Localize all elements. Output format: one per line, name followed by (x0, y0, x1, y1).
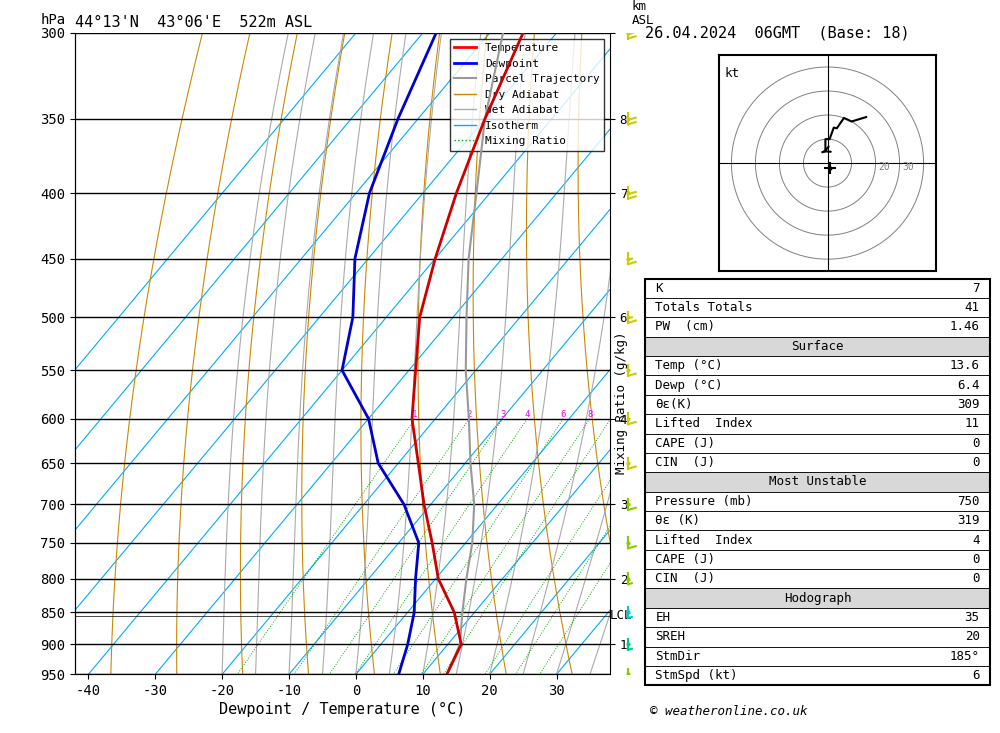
Text: LCL: LCL (610, 609, 633, 622)
Text: 4: 4 (972, 534, 980, 547)
Bar (645, 511, 990, 531)
Bar (645, 492, 990, 511)
Bar (645, 531, 990, 550)
Text: 6: 6 (561, 410, 566, 419)
Text: 6.4: 6.4 (957, 378, 980, 391)
Text: Pressure (mb): Pressure (mb) (655, 495, 753, 508)
Text: StmDir: StmDir (655, 649, 700, 663)
Text: 11: 11 (965, 417, 980, 430)
Text: 35: 35 (965, 611, 980, 624)
Bar (645, 298, 990, 317)
Legend: Temperature, Dewpoint, Parcel Trajectory, Dry Adiabat, Wet Adiabat, Isotherm, Mi: Temperature, Dewpoint, Parcel Trajectory… (450, 39, 604, 151)
Text: 4: 4 (525, 410, 530, 419)
Text: 0: 0 (972, 437, 980, 450)
Bar (645, 395, 990, 414)
Text: CIN  (J): CIN (J) (655, 572, 715, 586)
Text: Lifted  Index: Lifted Index (655, 417, 753, 430)
Bar (645, 336, 990, 356)
Bar (645, 279, 990, 298)
Bar (645, 375, 990, 395)
Text: 8: 8 (587, 410, 592, 419)
Text: Dewp (°C): Dewp (°C) (655, 378, 723, 391)
Text: 3: 3 (500, 410, 505, 419)
Text: 20: 20 (878, 162, 890, 172)
Text: 0: 0 (972, 553, 980, 566)
Bar (645, 356, 990, 375)
Text: 309: 309 (957, 398, 980, 411)
Text: Most Unstable: Most Unstable (769, 476, 866, 488)
Bar (645, 627, 990, 647)
Text: 319: 319 (957, 514, 980, 527)
Bar (645, 433, 990, 453)
Text: 7: 7 (972, 281, 980, 295)
Text: kt: kt (724, 67, 739, 80)
Text: 1: 1 (412, 410, 418, 419)
Text: © weatheronline.co.uk: © weatheronline.co.uk (650, 704, 808, 718)
Text: θε(K): θε(K) (655, 398, 693, 411)
Text: K: K (655, 281, 663, 295)
Bar (645, 453, 990, 472)
Text: 1.46: 1.46 (950, 320, 980, 334)
Text: Totals Totals: Totals Totals (655, 301, 753, 314)
Bar (645, 589, 990, 608)
Text: hPa: hPa (40, 12, 65, 26)
Bar (645, 472, 990, 492)
Text: StmSpd (kt): StmSpd (kt) (655, 669, 738, 682)
Text: Hodograph: Hodograph (784, 592, 851, 605)
Text: 44°13'N  43°06'E  522m ASL: 44°13'N 43°06'E 522m ASL (75, 15, 312, 31)
Text: CAPE (J): CAPE (J) (655, 553, 715, 566)
Text: Temp (°C): Temp (°C) (655, 359, 723, 372)
Text: EH: EH (655, 611, 670, 624)
Bar (645, 647, 990, 666)
Text: 20: 20 (965, 630, 980, 644)
Text: 2: 2 (466, 410, 472, 419)
Bar (645, 569, 990, 589)
Text: CAPE (J): CAPE (J) (655, 437, 715, 450)
Text: 13.6: 13.6 (950, 359, 980, 372)
Bar (645, 666, 990, 685)
Text: 26.04.2024  06GMT  (Base: 18): 26.04.2024 06GMT (Base: 18) (645, 26, 910, 40)
Text: 0: 0 (972, 572, 980, 586)
Text: 41: 41 (965, 301, 980, 314)
Text: Lifted  Index: Lifted Index (655, 534, 753, 547)
X-axis label: Dewpoint / Temperature (°C): Dewpoint / Temperature (°C) (219, 702, 466, 718)
Text: Mixing Ratio (g/kg): Mixing Ratio (g/kg) (614, 332, 628, 474)
Text: km
ASL: km ASL (631, 0, 654, 26)
Text: 6: 6 (972, 669, 980, 682)
Text: PW  (cm): PW (cm) (655, 320, 715, 334)
Bar (645, 608, 990, 627)
Text: θε (K): θε (K) (655, 514, 700, 527)
Text: Surface: Surface (791, 340, 844, 353)
Text: 750: 750 (957, 495, 980, 508)
Text: 30: 30 (902, 162, 914, 172)
Text: 185°: 185° (950, 649, 980, 663)
Bar (645, 317, 990, 336)
Text: CIN  (J): CIN (J) (655, 456, 715, 469)
Bar (645, 414, 990, 433)
Text: 0: 0 (972, 456, 980, 469)
Bar (645, 550, 990, 569)
Text: SREH: SREH (655, 630, 685, 644)
